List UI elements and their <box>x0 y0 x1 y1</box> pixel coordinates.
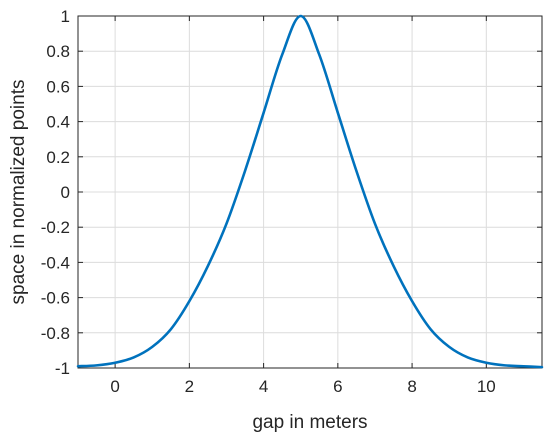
y-axis-label: space in normalized points <box>8 80 29 305</box>
y-tick-labels: -1 -0.8 -0.6 -0.4 -0.2 0 0.2 0.4 0.6 0.8 1 <box>41 7 70 378</box>
y-tick-label: 0.8 <box>46 42 70 61</box>
y-tick-label: -0.6 <box>41 289 70 308</box>
series-line-0 <box>76 14 544 369</box>
y-tick-label: 0.6 <box>46 77 70 96</box>
x-tick-label: 4 <box>259 377 268 396</box>
series-group <box>76 14 544 369</box>
y-tick-label: -0.8 <box>41 324 70 343</box>
y-tick-label: 0.4 <box>46 113 70 132</box>
tick-marks <box>78 15 542 369</box>
x-tick-label: 2 <box>185 377 194 396</box>
grid <box>78 15 542 369</box>
x-tick-labels: 0 2 4 6 8 10 <box>110 377 495 396</box>
x-tick-label: 6 <box>333 377 342 396</box>
y-tick-label: 1 <box>61 7 70 26</box>
y-tick-label: -0.2 <box>41 218 70 237</box>
y-tick-label: 0 <box>61 183 70 202</box>
x-axis-label: gap in meters <box>252 412 367 433</box>
y-tick-label: 0.2 <box>46 148 70 167</box>
x-tick-label: 0 <box>110 377 119 396</box>
y-tick-label: -0.4 <box>41 253 70 272</box>
x-tick-label: 10 <box>477 377 496 396</box>
y-tick-label: -1 <box>55 359 70 378</box>
x-tick-label: 8 <box>407 377 416 396</box>
